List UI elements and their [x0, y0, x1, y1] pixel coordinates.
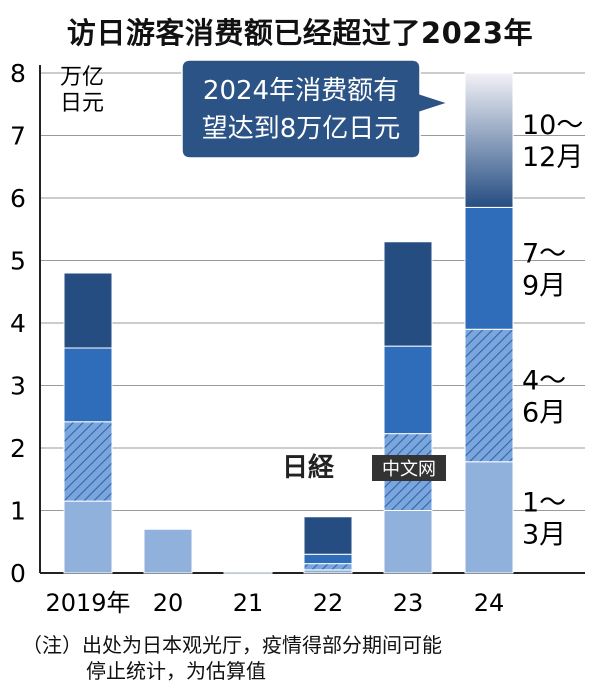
bar-segment [464, 72, 514, 208]
bar-segment [383, 241, 433, 347]
footnote-line1: 出处为日本观光厅，疫情得部分期间可能 [82, 633, 442, 657]
y-tick-label: 7 [10, 122, 26, 151]
bar-segment [303, 553, 353, 565]
bar-segment [383, 510, 433, 574]
series-label: 12月 [522, 142, 583, 173]
series-label: 7～ [522, 238, 566, 269]
series-label: 10～ [522, 110, 583, 141]
series-labels: 1～3月 4～6月 7～9月 10～12月 [522, 110, 583, 550]
x-tick-label: 24 [474, 589, 505, 617]
x-tick-label: 20 [153, 589, 184, 617]
chart-title: 访日游客消费额已经超过了2023年 [66, 16, 534, 50]
callout-bubble [181, 59, 451, 159]
bar-segment [63, 421, 113, 502]
y-tick-label: 3 [10, 372, 26, 401]
bar-segment [63, 347, 113, 423]
y-tick-label: 6 [10, 184, 26, 213]
bar-segment [223, 571, 273, 574]
series-label: 1～ [522, 487, 566, 518]
x-tick-label: 22 [313, 589, 344, 617]
y-tick-label: 5 [10, 247, 26, 276]
series-label: 3月 [522, 519, 566, 550]
watermark-logo: 日経 中文网 [282, 452, 446, 483]
watermark-box [372, 455, 446, 481]
bar-segment [464, 328, 514, 463]
y-axis-tick-labels: 0 1 2 3 4 5 6 7 8 [10, 59, 26, 588]
callout-text: 2024年消费额有 [203, 76, 399, 106]
x-axis-tick-labels: 2019年 20 21 22 23 24 [45, 589, 504, 617]
callout-text: 望达到8万亿日元 [202, 114, 401, 144]
bar-segment [303, 516, 353, 555]
x-tick-label: 2019年 [45, 589, 130, 617]
y-tick-label: 0 [10, 559, 26, 588]
unit-label-line: 日元 [60, 91, 104, 116]
watermark-logo-mark: 日経 [282, 452, 335, 483]
bar-segment [63, 500, 113, 574]
y-tick-label: 8 [10, 59, 26, 88]
bar-segment [464, 461, 514, 574]
bar-segment [303, 563, 353, 571]
y-tick-label: 1 [10, 497, 26, 526]
footnote: （注）出处为日本观光厅，疫情得部分期间可能 停止统计，为估算值 [22, 632, 582, 684]
bar-segment [63, 272, 113, 349]
footnote-prefix: （注） [22, 633, 82, 657]
y-tick-label: 2 [10, 434, 26, 463]
series-label: 4～ [522, 366, 566, 397]
series-label: 9月 [522, 270, 566, 301]
x-tick-label: 23 [393, 589, 424, 617]
series-label: 6月 [522, 398, 566, 429]
bar-segment [464, 206, 514, 330]
y-tick-label: 4 [10, 309, 26, 338]
unit-label-line: 万亿 [60, 65, 104, 90]
unit-label: 万亿日元 [60, 65, 104, 116]
bar-segment [383, 345, 433, 435]
footnote-line2: 停止统计，为估算值 [86, 659, 266, 683]
x-tick-label: 21 [233, 589, 264, 617]
watermark-text: 中文网 [382, 459, 436, 480]
bar-segment [143, 528, 193, 574]
